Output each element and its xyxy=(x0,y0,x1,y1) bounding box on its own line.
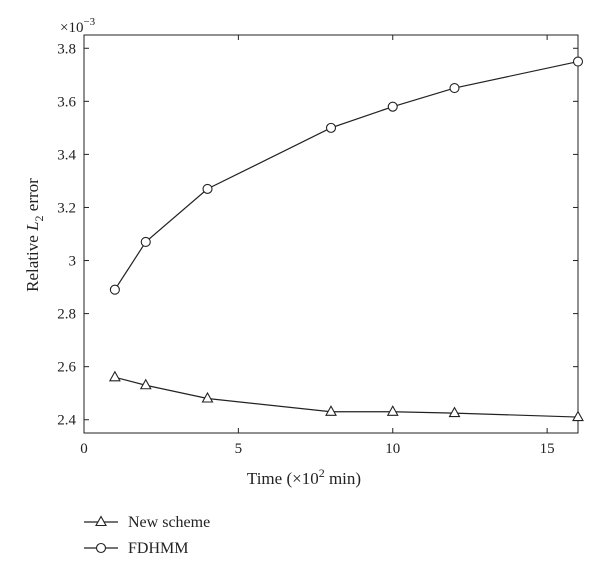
series-line-fdhmm xyxy=(114,60,579,291)
axis-ticks: 0 5 10 15 2.4 2.6 2.8 3 3.2 3.4 3.6 3.8 xyxy=(57,35,578,457)
series-layer xyxy=(108,56,584,422)
y-multiplier: ×10−3 xyxy=(60,16,96,36)
y-tick-label: 2.4 xyxy=(57,413,76,429)
data-point-new-scheme xyxy=(572,410,584,422)
y-tick-label: 3 xyxy=(69,254,77,270)
legend-label-new-scheme: New scheme xyxy=(128,514,210,531)
x-tick-label: 10 xyxy=(385,441,400,457)
y-tick-label: 3.8 xyxy=(57,41,76,57)
y-tick-label: 2.6 xyxy=(57,360,76,376)
legend-item-new-scheme: New scheme xyxy=(84,514,210,531)
data-point-fdhmm xyxy=(109,284,120,295)
legend: New scheme FDHMM xyxy=(84,514,210,557)
x-tick-label: 15 xyxy=(540,441,555,457)
x-tick-label: 0 xyxy=(80,441,88,457)
plot-frame xyxy=(83,34,579,434)
data-point-fdhmm xyxy=(202,183,213,194)
y-tick-label: 3.6 xyxy=(57,94,76,110)
data-point-new-scheme xyxy=(108,370,121,382)
data-point-fdhmm xyxy=(572,56,584,67)
y-axis-title: Relative L2 error xyxy=(23,178,46,292)
y-tick-label: 3.4 xyxy=(57,147,76,163)
y-tick-label: 3.2 xyxy=(57,200,76,216)
data-point-new-scheme xyxy=(139,378,152,390)
data-point-fdhmm xyxy=(449,83,460,94)
legend-label-fdhmm: FDHMM xyxy=(128,540,188,557)
triangle-marker-icon xyxy=(95,515,107,527)
data-point-new-scheme xyxy=(325,405,337,416)
legend-item-fdhmm: FDHMM xyxy=(84,540,188,557)
x-tick-label: 5 xyxy=(235,441,243,457)
x-axis-title: Time (×102 min) xyxy=(247,466,361,488)
data-point-new-scheme xyxy=(201,391,214,403)
series-line-new-scheme xyxy=(114,376,579,418)
data-point-fdhmm xyxy=(140,236,151,248)
data-point-fdhmm xyxy=(387,101,398,112)
y-tick-label: 2.8 xyxy=(57,307,76,323)
data-point-new-scheme xyxy=(448,406,461,418)
circle-marker-icon xyxy=(95,542,107,554)
data-point-new-scheme xyxy=(386,405,399,416)
data-point-fdhmm xyxy=(325,122,337,133)
